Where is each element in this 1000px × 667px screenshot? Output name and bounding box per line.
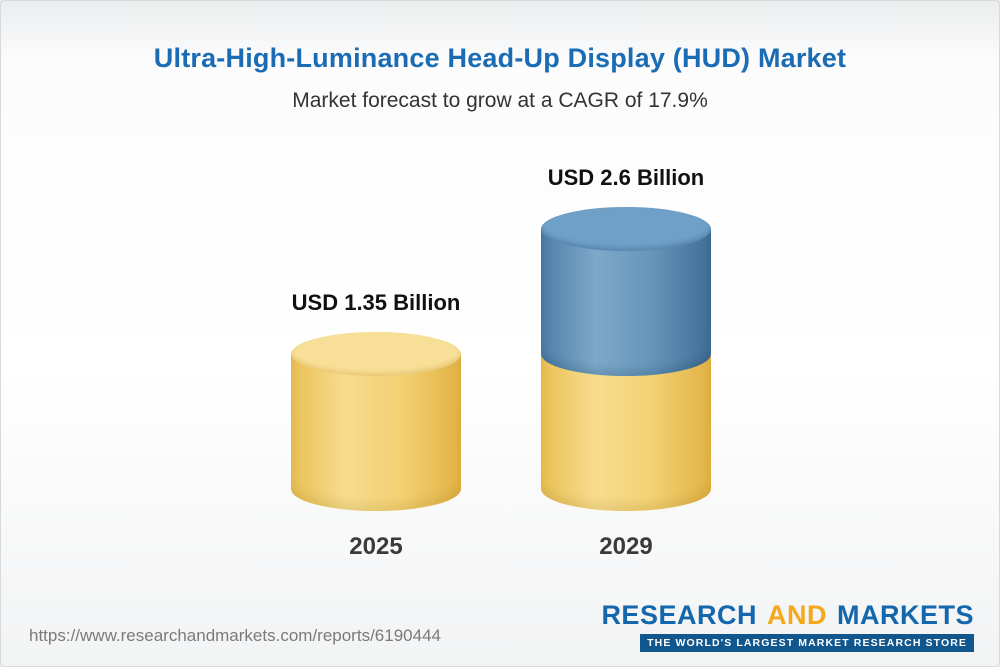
report-url-link[interactable]: https://www.researchandmarkets.com/repor… [29,626,441,645]
bar-group-2025: USD 1.35 Billion 2025 [291,290,461,560]
logo-word-and: AND [766,600,827,630]
bar-2029-top-ellipse [541,207,711,251]
bar-2029-growth-segment [541,229,711,376]
page-title: Ultra-High-Luminance Head-Up Display (HU… [153,43,847,73]
value-label-2025: USD 1.35 Billion [291,290,461,315]
bar-2029-cylinder [541,207,711,511]
bar-2025-top-ellipse [291,332,461,376]
bar-2025-body [291,354,461,511]
logo-word-markets: MARKETS [837,600,974,630]
logo-wordmark: RESEARCH AND MARKETS [601,602,974,629]
bar-group-2029: USD 2.6 Billion 2029 [541,165,711,560]
logo-tagline: THE WORLD'S LARGEST MARKET RESEARCH STOR… [640,634,974,652]
research-and-markets-logo[interactable]: RESEARCH AND MARKETS THE WORLD'S LARGEST… [601,602,974,652]
value-label-2029: USD 2.6 Billion [547,165,705,190]
bar-2025-cylinder [291,332,461,511]
category-label-2029: 2029 [599,533,653,560]
logo-word-research: RESEARCH [601,600,757,630]
page-subtitle: Market forecast to grow at a CAGR of 17.… [292,89,708,112]
category-label-2025: 2025 [349,533,403,560]
